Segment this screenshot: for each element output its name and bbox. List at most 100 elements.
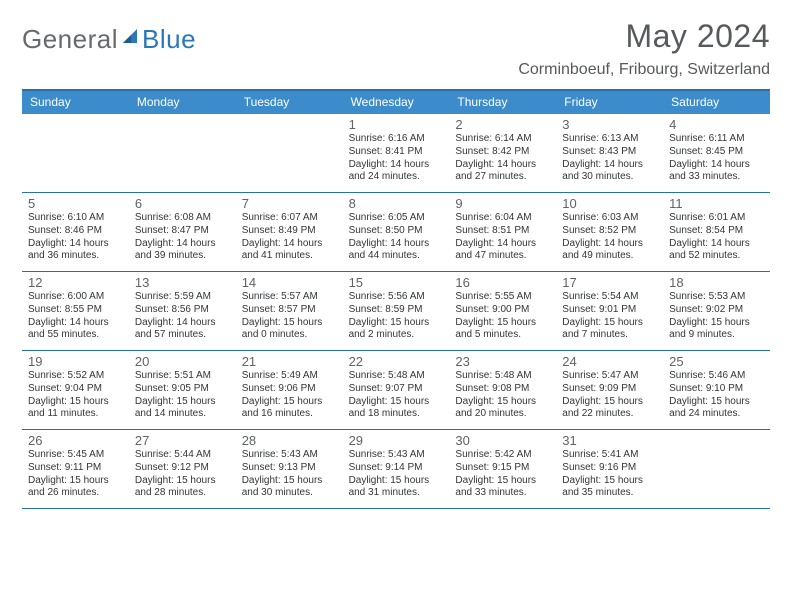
calendar-cell: 29Sunrise: 5:43 AMSunset: 9:14 PMDayligh…	[343, 430, 450, 508]
calendar-cell: 19Sunrise: 5:52 AMSunset: 9:04 PMDayligh…	[22, 351, 129, 429]
sunset-line: Sunset: 8:41 PM	[349, 146, 444, 159]
sunrise-line: Sunrise: 6:11 AM	[669, 133, 764, 146]
daylight-line: Daylight: 14 hours and 24 minutes.	[349, 159, 444, 185]
weekday-header: Thursday	[449, 91, 556, 114]
sunset-line: Sunset: 9:02 PM	[669, 304, 764, 317]
calendar-cell: 14Sunrise: 5:57 AMSunset: 8:57 PMDayligh…	[236, 272, 343, 350]
sunset-line: Sunset: 8:47 PM	[135, 225, 230, 238]
daylight-line: Daylight: 15 hours and 0 minutes.	[242, 317, 337, 343]
calendar-cell: 20Sunrise: 5:51 AMSunset: 9:05 PMDayligh…	[129, 351, 236, 429]
day-number: 30	[455, 433, 550, 448]
sunrise-line: Sunrise: 5:52 AM	[28, 370, 123, 383]
weekday-header: Wednesday	[343, 91, 450, 114]
sunset-line: Sunset: 9:12 PM	[135, 462, 230, 475]
sunset-line: Sunset: 8:56 PM	[135, 304, 230, 317]
daylight-line: Daylight: 14 hours and 30 minutes.	[562, 159, 657, 185]
header: General Blue May 2024 Corminboeuf, Fribo…	[22, 18, 770, 79]
calendar-cell: 10Sunrise: 6:03 AMSunset: 8:52 PMDayligh…	[556, 193, 663, 271]
calendar-cell: 21Sunrise: 5:49 AMSunset: 9:06 PMDayligh…	[236, 351, 343, 429]
day-number: 29	[349, 433, 444, 448]
daylight-line: Daylight: 14 hours and 47 minutes.	[455, 238, 550, 264]
sunset-line: Sunset: 8:52 PM	[562, 225, 657, 238]
calendar-cell: 23Sunrise: 5:48 AMSunset: 9:08 PMDayligh…	[449, 351, 556, 429]
weekday-header: Sunday	[22, 91, 129, 114]
sunrise-line: Sunrise: 6:13 AM	[562, 133, 657, 146]
daylight-line: Daylight: 15 hours and 33 minutes.	[455, 475, 550, 501]
weekday-header-row: SundayMondayTuesdayWednesdayThursdayFrid…	[22, 91, 770, 114]
sunrise-line: Sunrise: 5:47 AM	[562, 370, 657, 383]
sunset-line: Sunset: 8:42 PM	[455, 146, 550, 159]
day-number: 14	[242, 275, 337, 290]
sunrise-line: Sunrise: 5:48 AM	[455, 370, 550, 383]
weekday-header: Friday	[556, 91, 663, 114]
month-title: May 2024	[518, 18, 770, 55]
daylight-line: Daylight: 15 hours and 35 minutes.	[562, 475, 657, 501]
calendar-cell: 12Sunrise: 6:00 AMSunset: 8:55 PMDayligh…	[22, 272, 129, 350]
daylight-line: Daylight: 15 hours and 30 minutes.	[242, 475, 337, 501]
day-number: 19	[28, 354, 123, 369]
brand-part2: Blue	[142, 24, 196, 55]
calendar-cell: 16Sunrise: 5:55 AMSunset: 9:00 PMDayligh…	[449, 272, 556, 350]
sunrise-line: Sunrise: 5:59 AM	[135, 291, 230, 304]
day-number: 3	[562, 117, 657, 132]
calendar-week-row: 12Sunrise: 6:00 AMSunset: 8:55 PMDayligh…	[22, 272, 770, 351]
sunrise-line: Sunrise: 5:46 AM	[669, 370, 764, 383]
day-number: 27	[135, 433, 230, 448]
sunset-line: Sunset: 9:15 PM	[455, 462, 550, 475]
daylight-line: Daylight: 14 hours and 55 minutes.	[28, 317, 123, 343]
sunset-line: Sunset: 8:54 PM	[669, 225, 764, 238]
daylight-line: Daylight: 15 hours and 18 minutes.	[349, 396, 444, 422]
daylight-line: Daylight: 14 hours and 36 minutes.	[28, 238, 123, 264]
day-number: 7	[242, 196, 337, 211]
sunset-line: Sunset: 8:51 PM	[455, 225, 550, 238]
calendar-cell: 30Sunrise: 5:42 AMSunset: 9:15 PMDayligh…	[449, 430, 556, 508]
daylight-line: Daylight: 15 hours and 5 minutes.	[455, 317, 550, 343]
sunset-line: Sunset: 8:57 PM	[242, 304, 337, 317]
daylight-line: Daylight: 15 hours and 16 minutes.	[242, 396, 337, 422]
calendar-cell: 26Sunrise: 5:45 AMSunset: 9:11 PMDayligh…	[22, 430, 129, 508]
day-number: 12	[28, 275, 123, 290]
sunset-line: Sunset: 9:07 PM	[349, 383, 444, 396]
daylight-line: Daylight: 15 hours and 14 minutes.	[135, 396, 230, 422]
sunrise-line: Sunrise: 5:55 AM	[455, 291, 550, 304]
daylight-line: Daylight: 15 hours and 28 minutes.	[135, 475, 230, 501]
calendar-cell: 25Sunrise: 5:46 AMSunset: 9:10 PMDayligh…	[663, 351, 770, 429]
brand-logo: General Blue	[22, 24, 196, 55]
sunrise-line: Sunrise: 5:56 AM	[349, 291, 444, 304]
sunrise-line: Sunrise: 5:43 AM	[349, 449, 444, 462]
day-number: 22	[349, 354, 444, 369]
sunrise-line: Sunrise: 5:51 AM	[135, 370, 230, 383]
daylight-line: Daylight: 14 hours and 57 minutes.	[135, 317, 230, 343]
day-number: 1	[349, 117, 444, 132]
calendar-cell: 8Sunrise: 6:05 AMSunset: 8:50 PMDaylight…	[343, 193, 450, 271]
brand-sail-icon	[121, 27, 141, 52]
sunset-line: Sunset: 8:43 PM	[562, 146, 657, 159]
sunrise-line: Sunrise: 6:07 AM	[242, 212, 337, 225]
day-number: 24	[562, 354, 657, 369]
calendar-cell: 1Sunrise: 6:16 AMSunset: 8:41 PMDaylight…	[343, 114, 450, 192]
day-number: 10	[562, 196, 657, 211]
sunrise-line: Sunrise: 6:01 AM	[669, 212, 764, 225]
calendar-cell: 24Sunrise: 5:47 AMSunset: 9:09 PMDayligh…	[556, 351, 663, 429]
weekday-header: Monday	[129, 91, 236, 114]
daylight-line: Daylight: 15 hours and 24 minutes.	[669, 396, 764, 422]
calendar-cell: 31Sunrise: 5:41 AMSunset: 9:16 PMDayligh…	[556, 430, 663, 508]
calendar-cell	[236, 114, 343, 192]
sunrise-line: Sunrise: 5:54 AM	[562, 291, 657, 304]
sunset-line: Sunset: 8:46 PM	[28, 225, 123, 238]
sunrise-line: Sunrise: 6:14 AM	[455, 133, 550, 146]
day-number: 26	[28, 433, 123, 448]
location: Corminboeuf, Fribourg, Switzerland	[518, 61, 770, 79]
sunrise-line: Sunrise: 6:08 AM	[135, 212, 230, 225]
sunset-line: Sunset: 8:49 PM	[242, 225, 337, 238]
calendar-cell: 2Sunrise: 6:14 AMSunset: 8:42 PMDaylight…	[449, 114, 556, 192]
day-number: 18	[669, 275, 764, 290]
sunrise-line: Sunrise: 6:00 AM	[28, 291, 123, 304]
daylight-line: Daylight: 14 hours and 41 minutes.	[242, 238, 337, 264]
title-block: May 2024 Corminboeuf, Fribourg, Switzerl…	[518, 18, 770, 79]
calendar-cell: 13Sunrise: 5:59 AMSunset: 8:56 PMDayligh…	[129, 272, 236, 350]
sunset-line: Sunset: 9:05 PM	[135, 383, 230, 396]
daylight-line: Daylight: 15 hours and 31 minutes.	[349, 475, 444, 501]
sunset-line: Sunset: 9:11 PM	[28, 462, 123, 475]
day-number: 16	[455, 275, 550, 290]
